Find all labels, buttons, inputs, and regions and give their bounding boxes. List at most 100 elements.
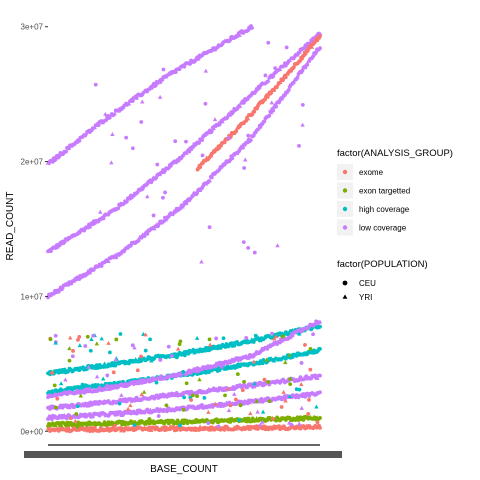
data-point: [279, 338, 285, 343]
data-point: [245, 116, 251, 121]
data-point: [307, 398, 311, 402]
data-point: [226, 136, 231, 141]
data-point: [267, 399, 272, 404]
data-point: [67, 358, 72, 363]
data-point: [165, 409, 169, 414]
data-point: [237, 103, 243, 108]
data-point: [246, 245, 251, 250]
data-point: [269, 110, 274, 115]
data-point: [279, 405, 284, 409]
data-point: [178, 339, 183, 344]
data-point: [284, 45, 289, 50]
data-point: [297, 143, 301, 148]
legend: factor(ANALYSIS_GROUP)exome exon targette…: [337, 148, 453, 302]
data-point: [64, 149, 69, 154]
data-point: [287, 393, 293, 398]
data-point: [277, 66, 283, 71]
data-point: [78, 393, 84, 398]
data-point: [207, 337, 212, 342]
data-point: [68, 415, 73, 420]
data-point: [266, 78, 271, 83]
data-point: [226, 408, 232, 413]
data-point: [125, 406, 131, 411]
data-point: [238, 403, 243, 408]
data-point: [223, 393, 227, 398]
legend-entry-label: YRI: [359, 293, 372, 302]
data-point: [114, 337, 119, 342]
data-point: [214, 336, 219, 341]
data-point: [105, 373, 110, 378]
data-point: [278, 80, 283, 85]
data-point: [211, 126, 216, 131]
data-point: [194, 335, 200, 340]
data-point: [148, 337, 152, 342]
data-point: [303, 394, 308, 399]
data-point: [92, 124, 97, 129]
data-point: [80, 382, 85, 387]
data-point: [252, 250, 257, 255]
data-point: [85, 334, 90, 339]
data-point: [190, 393, 195, 398]
data-point: [178, 423, 182, 428]
data-point: [55, 396, 60, 401]
data-point: [234, 129, 239, 134]
data-point: [76, 337, 80, 342]
data-point: [174, 355, 179, 360]
data-point: [228, 420, 233, 424]
data-point: [83, 344, 88, 348]
data-point: [281, 389, 286, 394]
x-axis-overplotted-tick-labels: [24, 451, 342, 458]
legend-entry-label: CEU: [359, 279, 376, 288]
data-point: [94, 374, 100, 379]
data-point: [152, 226, 157, 231]
data-point: [85, 272, 89, 277]
data-point: [182, 353, 187, 358]
legend-key-marker: [342, 206, 348, 212]
data-point: [197, 140, 202, 145]
data-point: [255, 409, 260, 414]
data-point: [254, 398, 259, 403]
data-point: [107, 350, 112, 355]
data-point: [311, 332, 315, 337]
data-point: [178, 373, 183, 377]
data-point: [318, 34, 322, 38]
data-point: [104, 118, 109, 122]
data-point: [204, 370, 208, 375]
data-point: [274, 85, 279, 90]
data-point: [300, 122, 305, 127]
data-points: [45, 24, 323, 434]
data-point: [73, 418, 78, 423]
data-point: [263, 73, 268, 78]
data-point: [292, 65, 296, 69]
data-point: [151, 213, 156, 218]
data-point: [288, 355, 293, 360]
data-point: [237, 418, 242, 423]
data-point: [130, 343, 135, 348]
data-point: [111, 370, 116, 375]
x-axis-title: BASE_COUNT: [150, 464, 218, 475]
data-point: [70, 354, 75, 359]
data-point: [309, 44, 315, 49]
data-point: [267, 113, 272, 118]
data-point: [269, 89, 274, 94]
data-point: [271, 108, 276, 113]
data-point: [270, 416, 275, 421]
legend-key-marker: [342, 225, 348, 230]
data-point: [113, 357, 118, 362]
data-point: [219, 364, 224, 369]
data-point: [209, 129, 214, 134]
data-point: [237, 32, 242, 37]
data-point: [65, 420, 70, 425]
data-point: [198, 165, 203, 170]
data-point: [297, 421, 302, 426]
data-point: [109, 160, 114, 165]
data-point: [247, 426, 253, 431]
data-point: [242, 379, 246, 384]
data-point: [248, 138, 253, 143]
data-point: [318, 390, 322, 395]
data-point: [77, 138, 82, 143]
data-point: [184, 139, 188, 144]
data-point: [86, 364, 91, 369]
data-point: [314, 404, 319, 409]
data-point: [83, 383, 88, 388]
